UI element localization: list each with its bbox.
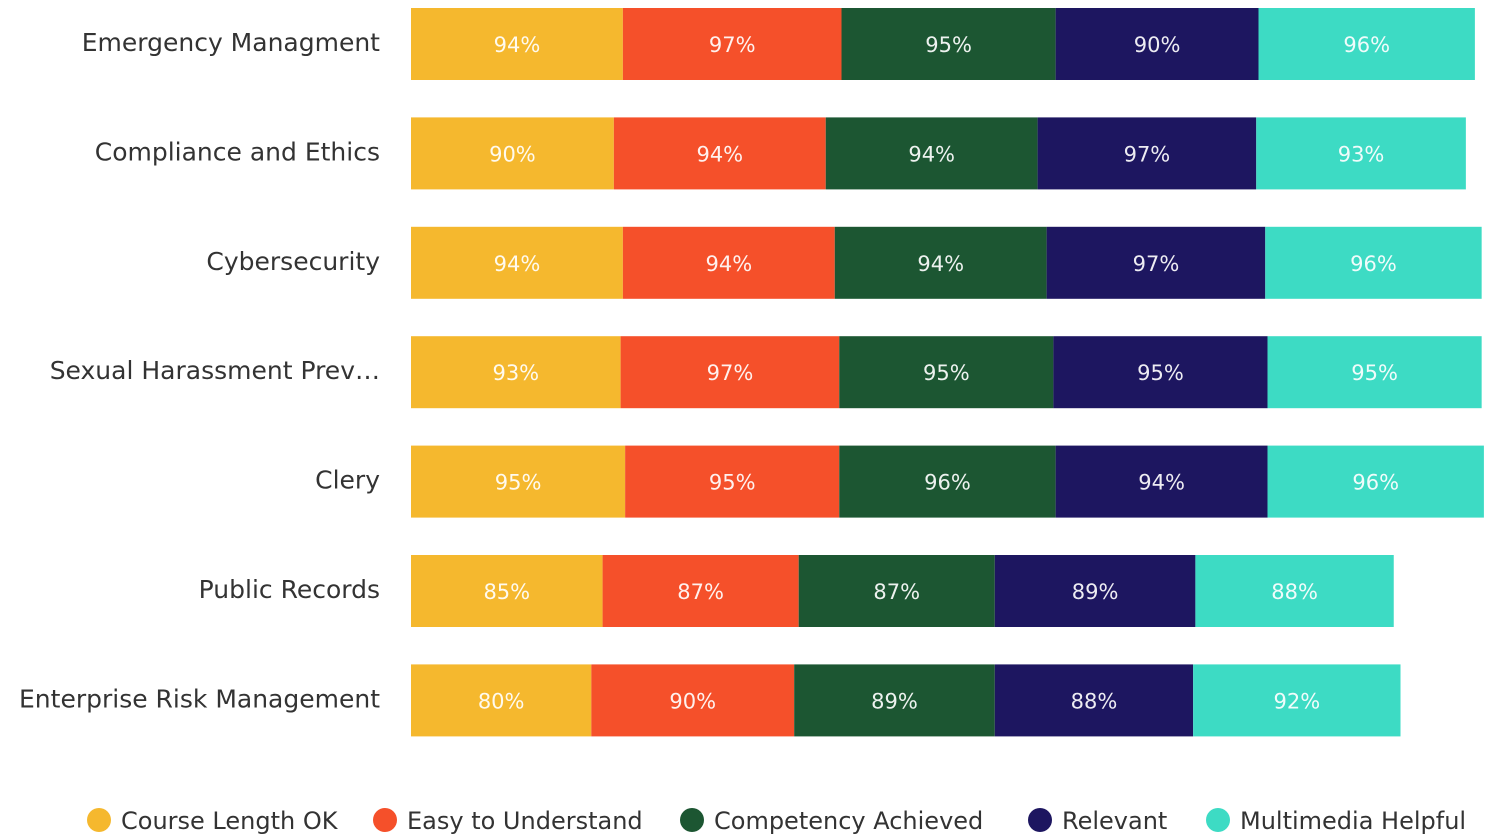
value-label: 94% <box>908 142 955 166</box>
value-label: 95% <box>1137 361 1184 385</box>
bar-segment <box>1055 8 1259 80</box>
bar-segment <box>411 117 614 190</box>
bar-segment <box>994 664 1194 737</box>
category-label: Clery <box>315 466 380 495</box>
bar-segment <box>1037 117 1257 190</box>
bar-segment <box>839 336 1054 409</box>
bar-segment <box>411 336 621 409</box>
bar-segment <box>411 664 592 737</box>
bar-segment <box>839 445 1056 518</box>
legend-swatch <box>373 808 397 832</box>
value-label: 95% <box>709 471 756 495</box>
value-label: 96% <box>1343 33 1390 57</box>
value-label: 94% <box>494 33 541 57</box>
legend-swatch <box>1206 808 1230 832</box>
bar-segment <box>411 555 603 627</box>
bar-segment <box>625 445 840 518</box>
bar-segment <box>1258 8 1475 80</box>
category-label: Enterprise Risk Management <box>19 684 380 713</box>
value-label: 88% <box>1071 689 1118 713</box>
bar-segment <box>1046 226 1266 299</box>
bar-segment <box>1053 336 1268 409</box>
value-label: 97% <box>709 33 756 57</box>
bar-segment <box>613 117 826 190</box>
value-label: 80% <box>478 689 525 713</box>
bar-segment <box>1267 336 1482 409</box>
category-label: Emergency Managment <box>82 28 380 57</box>
bar-segment <box>411 226 623 299</box>
value-label: 97% <box>707 361 754 385</box>
value-label: 95% <box>925 33 972 57</box>
bar-segment <box>798 555 995 627</box>
value-label: 95% <box>495 471 542 495</box>
value-label: 85% <box>483 580 530 604</box>
category-label: Compliance and Ethics <box>95 137 380 166</box>
legend-swatch <box>1028 808 1052 832</box>
category-label: Public Records <box>199 575 380 604</box>
bar-segment <box>994 555 1196 627</box>
value-label: 93% <box>1338 142 1385 166</box>
legend-label: Easy to Understand <box>407 807 643 835</box>
legend-label: Course Length OK <box>121 807 339 835</box>
bar-segment <box>794 664 995 737</box>
legend-label: Multimedia Helpful <box>1240 807 1466 835</box>
value-label: 96% <box>924 471 971 495</box>
value-label: 89% <box>871 689 918 713</box>
value-label: 94% <box>696 142 743 166</box>
bar-segment <box>825 117 1038 190</box>
value-label: 94% <box>705 252 752 276</box>
bar-segment <box>1256 117 1466 190</box>
value-label: 94% <box>917 252 964 276</box>
category-label: Cybersecurity <box>206 247 380 276</box>
value-label: 87% <box>873 580 920 604</box>
legend-swatch <box>680 808 704 832</box>
bar-segment <box>1265 226 1482 299</box>
value-label: 94% <box>1138 471 1185 495</box>
bar-segment <box>841 8 1056 80</box>
bar-segment <box>1195 555 1394 627</box>
value-label: 87% <box>677 580 724 604</box>
legend-label: Relevant <box>1062 807 1167 835</box>
bar-segment <box>591 664 795 737</box>
value-label: 95% <box>1351 361 1398 385</box>
bar-segment <box>1267 445 1484 518</box>
value-label: 95% <box>923 361 970 385</box>
bar-segment <box>1193 664 1401 737</box>
value-label: 93% <box>492 361 539 385</box>
bar-segment <box>620 336 840 409</box>
category-label: Sexual Harassment Prev… <box>50 356 380 385</box>
value-label: 96% <box>1352 471 1399 495</box>
legend-swatch <box>87 808 111 832</box>
value-label: 97% <box>1133 252 1180 276</box>
value-label: 90% <box>1134 33 1181 57</box>
value-label: 92% <box>1273 689 1320 713</box>
value-label: 89% <box>1072 580 1119 604</box>
bar-segment <box>411 8 623 80</box>
value-label: 90% <box>669 689 716 713</box>
bar-segment <box>602 555 799 627</box>
value-label: 88% <box>1271 580 1318 604</box>
value-label: 97% <box>1124 142 1171 166</box>
legend-label: Competency Achieved <box>714 807 983 835</box>
value-label: 90% <box>489 142 536 166</box>
bar-segment <box>1055 445 1268 518</box>
bar-segment <box>622 226 835 299</box>
bar-segment <box>622 8 842 80</box>
bar-segment <box>411 445 626 518</box>
value-label: 96% <box>1350 252 1397 276</box>
value-label: 94% <box>494 252 541 276</box>
bar-segment <box>834 226 1047 299</box>
